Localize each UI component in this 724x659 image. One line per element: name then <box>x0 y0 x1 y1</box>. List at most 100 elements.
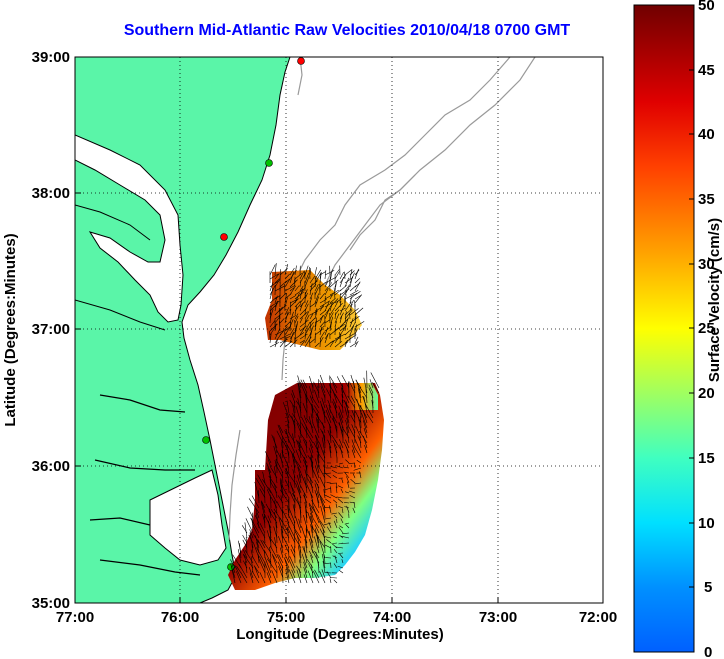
velocity-vector <box>294 532 296 549</box>
velocity-vector <box>311 403 314 419</box>
velocity-vector <box>354 411 356 429</box>
velocity-vector <box>262 540 272 554</box>
velocity-vector <box>305 482 314 499</box>
velocity-vector <box>333 499 338 504</box>
x-axis-label: Longitude (Degrees:Minutes) <box>236 626 444 643</box>
velocity-vector <box>356 398 362 414</box>
velocity-vector <box>271 434 278 449</box>
velocity-vector <box>298 545 302 564</box>
velocity-vector <box>294 306 297 316</box>
velocity-vector <box>304 310 310 320</box>
velocity-vector <box>269 282 274 292</box>
velocity-vector <box>249 529 254 539</box>
velocity-vector <box>336 518 338 524</box>
tick-marks <box>74 56 604 604</box>
velocity-vector <box>298 435 302 444</box>
velocity-vector <box>285 413 290 424</box>
velocity-vector <box>319 282 326 288</box>
velocity-vector <box>295 516 302 534</box>
velocity-vector <box>305 440 308 454</box>
velocity-vector <box>264 451 272 464</box>
velocity-vector <box>323 536 332 539</box>
velocity-vector <box>299 288 303 300</box>
velocity-vector <box>249 572 254 584</box>
velocity-vector <box>344 277 350 288</box>
velocity-vector <box>269 342 279 348</box>
velocity-vector <box>306 559 314 569</box>
velocity-vector <box>298 474 302 484</box>
velocity-vector <box>278 315 281 328</box>
velocity-vector <box>317 465 326 479</box>
velocity-vector <box>269 273 279 280</box>
velocity-vector <box>289 271 294 284</box>
velocity-vector <box>284 278 291 288</box>
velocity-vector <box>279 318 285 324</box>
velocity-vector <box>279 479 284 494</box>
velocity-vector <box>339 444 344 459</box>
velocity-vector <box>284 283 286 296</box>
velocity-vector <box>288 413 296 424</box>
velocity-vector <box>343 471 350 474</box>
velocity-vector <box>324 468 326 484</box>
velocity-vector <box>295 449 302 464</box>
velocity-vector <box>336 496 344 499</box>
velocity-vector <box>338 506 344 509</box>
velocity-vector <box>269 525 272 534</box>
velocity-vector <box>339 462 344 465</box>
velocity-vector <box>341 387 344 399</box>
velocity-vector <box>345 439 350 449</box>
velocity-vector <box>303 493 308 509</box>
velocity-vector <box>337 565 344 569</box>
velocity-vector <box>280 495 284 509</box>
velocity-vector <box>319 380 326 394</box>
velocity-vector <box>332 415 338 434</box>
velocity-vector <box>354 307 364 316</box>
velocity-vector <box>349 299 354 308</box>
velocity-vector <box>274 537 278 554</box>
velocity-vector <box>263 516 266 529</box>
velocity-vector <box>354 312 356 320</box>
velocity-vector <box>329 302 333 312</box>
velocity-vector <box>320 498 326 514</box>
velocity-vector <box>319 315 324 324</box>
velocity-vector <box>274 339 278 348</box>
velocity-vector <box>269 546 272 559</box>
velocity-vector <box>297 383 302 399</box>
y-tick-label: 35:00 <box>32 595 70 612</box>
velocity-vector <box>344 340 348 348</box>
velocity-vector <box>335 503 338 509</box>
bay-tributary <box>75 204 166 331</box>
velocity-vector <box>339 277 344 288</box>
velocity-vector <box>319 571 326 584</box>
velocity-vector <box>273 445 278 459</box>
velocity-vector <box>314 308 318 316</box>
velocity-vector <box>289 295 297 300</box>
velocity-vector <box>309 313 314 320</box>
velocity-vector <box>267 515 272 524</box>
velocity-vector <box>348 426 356 439</box>
velocity-vector <box>311 564 314 579</box>
velocity-vector <box>251 570 260 584</box>
velocity-vector <box>296 569 302 584</box>
velocity-vector <box>339 307 346 312</box>
velocity-vector <box>269 545 278 559</box>
velocity-vector <box>298 440 302 459</box>
velocity-vector <box>366 413 374 424</box>
velocity-vector <box>344 294 355 300</box>
velocity-vector <box>274 333 282 344</box>
velocity-vector <box>274 285 285 292</box>
velocity-vector <box>314 536 320 554</box>
velocity-vector <box>308 550 314 559</box>
velocity-vector <box>266 462 272 474</box>
velocity-vector <box>341 559 344 564</box>
velocity-vector <box>309 275 316 284</box>
velocity-vector <box>329 390 332 404</box>
velocity-vector <box>325 572 332 574</box>
velocity-vector <box>255 535 260 549</box>
x-tick-label: 77:00 <box>56 609 94 626</box>
velocity-vector <box>283 441 290 454</box>
velocity-vector <box>303 561 308 574</box>
velocity-vector <box>329 340 335 348</box>
velocity-vector <box>329 327 340 336</box>
velocity-vector <box>361 412 368 429</box>
